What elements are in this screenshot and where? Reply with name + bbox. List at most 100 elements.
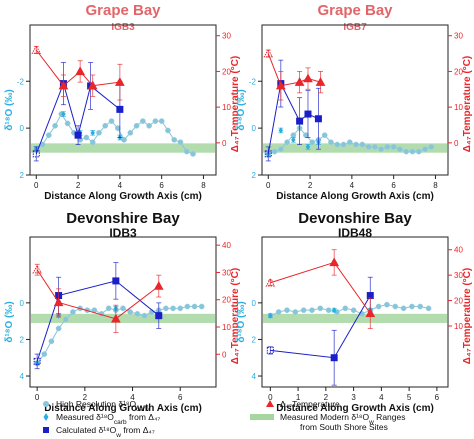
- plot-frame: [29, 236, 217, 388]
- y-right-tick-label: 10: [222, 103, 231, 112]
- calculated-point: [296, 117, 304, 125]
- hires-point: [384, 301, 390, 308]
- hires-point: [271, 148, 278, 155]
- hires-point: [62, 316, 69, 323]
- legend-marker: [266, 400, 274, 407]
- hires-point: [417, 303, 424, 310]
- hires-point: [409, 148, 416, 155]
- y-axis-right-label: Δ₄₇Temperature (°C): [230, 268, 241, 364]
- hires-point: [120, 305, 126, 312]
- hires-point: [372, 144, 378, 150]
- y-axis-right-label: Δ₄₇Temperature (°C): [462, 268, 473, 364]
- hires-point: [102, 122, 109, 129]
- text-part: carb: [114, 419, 127, 426]
- hires-point: [140, 118, 146, 124]
- x-tick-label: 2: [76, 181, 81, 190]
- y-right-tick-label: 0: [222, 139, 227, 148]
- hires-point: [170, 305, 176, 312]
- chart-title: Grape Bay: [85, 2, 161, 19]
- y-axis-right: 10 20 30 40: [448, 246, 463, 331]
- series-hires: [267, 301, 432, 319]
- hires-point: [292, 309, 299, 315]
- y-right-tick-label: 10: [454, 103, 463, 112]
- temp-line: [267, 53, 321, 87]
- hires-point: [83, 134, 90, 141]
- calculated-point: [74, 131, 82, 139]
- calculated-point: [266, 346, 274, 354]
- temperature-point: [32, 264, 43, 274]
- y-left-tick-label: 0: [252, 124, 257, 133]
- temperature-point: [115, 77, 125, 86]
- hires-point: [350, 307, 357, 314]
- hires-point: [52, 122, 58, 129]
- calc-line: [36, 280, 160, 362]
- hires-point: [158, 118, 165, 124]
- x-tick-label: 3: [351, 393, 356, 402]
- temp-line: [36, 269, 160, 320]
- calculated-point: [314, 115, 322, 123]
- y-axis-left: -2 0 2: [249, 77, 262, 180]
- legend-label: Δ₄₇Temperature: [280, 399, 340, 409]
- calculated-point: [32, 150, 40, 158]
- hires-point: [375, 303, 382, 310]
- hires-point: [133, 122, 140, 129]
- modern-range-band: [31, 313, 215, 323]
- hires-point: [152, 118, 159, 124]
- y-right-tick-label: 20: [454, 67, 463, 76]
- temperature-point: [31, 44, 42, 54]
- hires-point: [165, 127, 171, 134]
- plot-frame: [261, 24, 449, 176]
- y-right-tick-label: 30: [222, 32, 231, 41]
- hires-point: [55, 325, 62, 332]
- x-tick-label: 4: [379, 393, 384, 402]
- hires-point: [108, 118, 115, 124]
- chart-title: Devonshire Bay: [298, 210, 412, 227]
- hires-point: [334, 141, 341, 148]
- hires-point: [346, 139, 353, 146]
- x-tick-label: 1: [296, 393, 301, 402]
- hires-point: [89, 139, 96, 146]
- legend-label: High Resolution δ¹⁸Ocarb: [56, 399, 149, 413]
- x-tick-label: 0: [266, 181, 271, 190]
- calculated-point: [116, 105, 124, 113]
- hires-point: [359, 141, 366, 148]
- hires-point: [277, 146, 284, 153]
- x-tick-label: 0: [35, 393, 40, 402]
- hires-point: [390, 144, 397, 150]
- y-right-tick-label: 0: [454, 139, 459, 148]
- y-right-tick-label: 20: [454, 297, 463, 306]
- text-part: Δ₄₇Temperature: [280, 399, 340, 409]
- plot-frame: [29, 24, 217, 176]
- y-left-tick-label: 0: [20, 124, 25, 133]
- temperature-point: [58, 80, 69, 90]
- y-right-tick-label: 40: [454, 246, 463, 255]
- legend-marker: [43, 427, 49, 433]
- x-tick-label: 0: [268, 393, 273, 402]
- hires-point: [127, 129, 134, 136]
- calc-line: [270, 295, 371, 359]
- y-axis-left-label: δ¹⁸O (‰): [236, 89, 247, 130]
- y-left-tick-label: 4: [20, 372, 25, 381]
- temperature-point: [303, 73, 313, 83]
- y-axis-left: 0 2 4: [20, 299, 30, 381]
- x-tick-label: 4: [118, 181, 123, 190]
- y-left-tick-label: 2: [20, 171, 25, 180]
- x-axis-label: Distance Along Growth Axis (cm): [276, 403, 434, 414]
- x-axis: 0 2 4 6 8: [34, 175, 206, 190]
- temperature-point: [275, 80, 286, 90]
- measured-point: [90, 129, 95, 136]
- y-axis-right: 0 10 20 30: [216, 32, 231, 148]
- temperature-point: [365, 308, 376, 317]
- x-tick-label: 5: [407, 393, 412, 402]
- series-hires: [34, 303, 205, 367]
- hires-point: [425, 305, 432, 312]
- calculated-point: [330, 354, 338, 362]
- legend-label-line2: from South Shore Sites: [300, 422, 388, 432]
- hires-point: [171, 136, 178, 143]
- measured-point: [61, 110, 66, 118]
- text-part: from Δ₄₇: [121, 425, 155, 435]
- series-temp: [32, 263, 164, 333]
